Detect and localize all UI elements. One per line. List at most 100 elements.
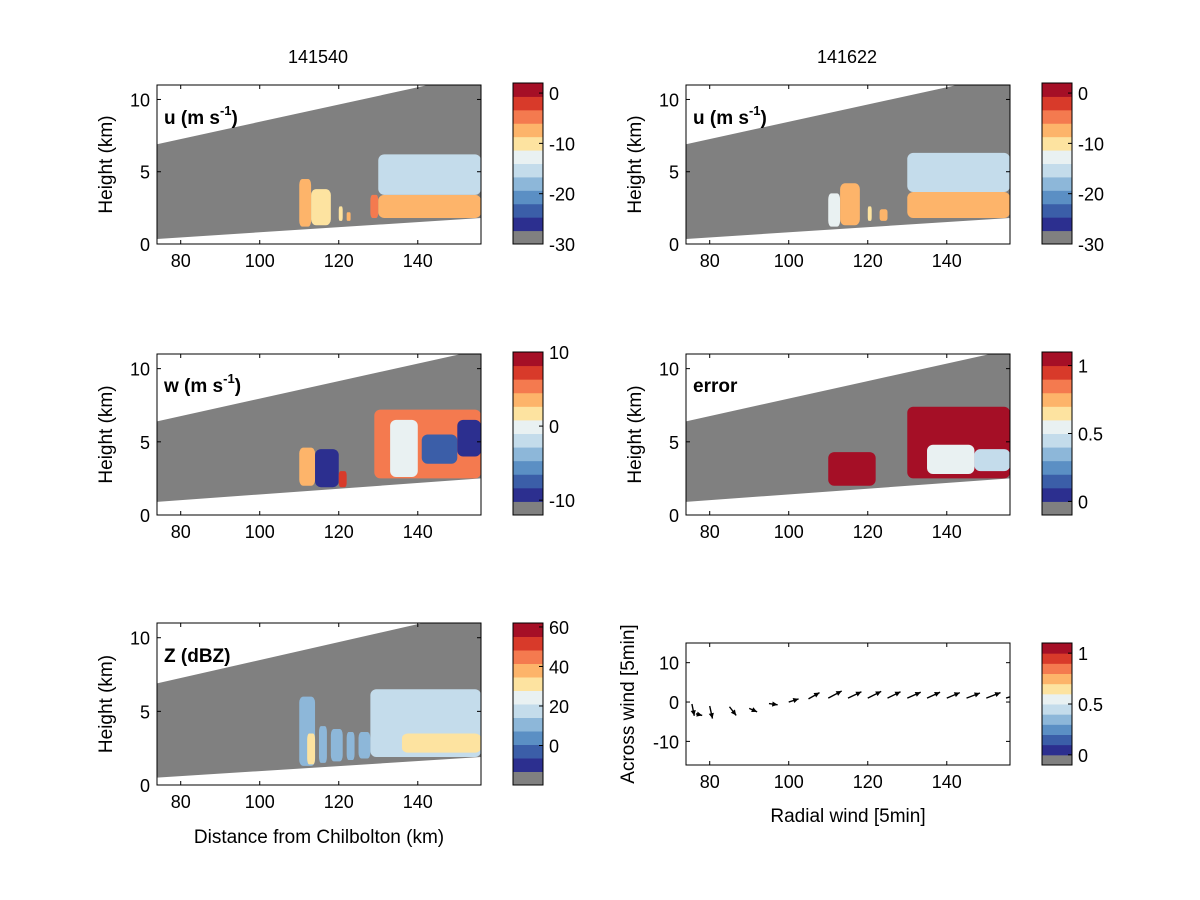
- panel-label: w (m s-1): [163, 371, 241, 397]
- y-tick-label: 0: [669, 693, 679, 713]
- colorbar-swatch-11: [513, 623, 543, 637]
- x-tick-label: 80: [700, 522, 720, 542]
- colorbar-swatch-4: [1042, 176, 1072, 191]
- echo-blob-0: [299, 178, 312, 227]
- colorbar-swatch-11: [1042, 352, 1072, 367]
- colorbar-swatch-2: [1042, 734, 1072, 746]
- y-tick-label: 10: [659, 654, 679, 674]
- colorbar-swatch-5: [513, 163, 543, 178]
- colorbar-swatch-3: [513, 460, 543, 475]
- colorbar-swatch-1: [1042, 487, 1072, 502]
- plot-area: [157, 623, 481, 778]
- colorbar-swatch-1: [513, 487, 543, 502]
- colorbar-swatch-7: [1042, 406, 1072, 421]
- x-tick-label: 100: [774, 772, 804, 792]
- colorbar-swatch-5: [1042, 704, 1072, 715]
- colorbar-swatch-2: [513, 203, 543, 218]
- x-tick-label: 80: [171, 251, 191, 271]
- x-tick-label: 120: [324, 251, 354, 271]
- colorbar-swatch-10: [1042, 96, 1072, 111]
- colorbar-swatch-1: [513, 217, 543, 232]
- echo-blob-6: [378, 154, 481, 195]
- colorbar-swatch-10: [513, 365, 543, 380]
- colorbar-frame: [512, 82, 544, 245]
- echo-blob-2: [927, 444, 975, 475]
- x-tick-label: 140: [932, 251, 962, 271]
- colorbar-tick-label: -30: [1078, 235, 1104, 255]
- colorbar-swatch-7: [513, 136, 543, 151]
- colorbar-swatch-1: [1042, 744, 1072, 756]
- plot-area: [686, 354, 1010, 502]
- colorbar-swatch-8: [513, 663, 543, 678]
- echo-blob-2: [338, 206, 343, 221]
- panel-label: u (m s-1): [693, 103, 767, 129]
- colorbar-tick-label: 0: [1078, 746, 1088, 766]
- colorbar-frame: [512, 351, 544, 516]
- y-tick-label: 0: [669, 506, 679, 526]
- y-tick-label: 5: [669, 163, 679, 183]
- y-axis-label: Height (km): [96, 385, 117, 483]
- x-tick-label: 100: [245, 792, 275, 812]
- colorbar-swatch-10: [1042, 365, 1072, 380]
- x-tick-label: 140: [403, 792, 433, 812]
- x-axis-label: Radial wind [5min]: [770, 806, 925, 827]
- colorbar-swatch-6: [513, 150, 543, 164]
- y-tick-label: 10: [130, 629, 150, 649]
- colorbar-swatch-0: [513, 230, 543, 245]
- echo-blob-4: [346, 731, 355, 760]
- colorbar-swatch-8: [1042, 673, 1072, 685]
- colorbar: 10.50: [1041, 351, 1103, 516]
- echo-blob-3: [346, 212, 351, 221]
- y-axis-label: Height (km): [625, 385, 646, 483]
- plot-area: [157, 354, 481, 502]
- y-tick-label: 5: [140, 702, 150, 722]
- colorbar-swatch-4: [513, 447, 543, 462]
- colorbar-swatch-5: [1042, 433, 1072, 448]
- y-tick-label: 0: [140, 506, 150, 526]
- colorbar-swatch-5: [513, 433, 543, 448]
- echo-blob-0: [299, 447, 316, 486]
- x-tick-label: 100: [245, 522, 275, 542]
- colorbar-swatch-11: [513, 352, 543, 367]
- wind-arrow-14: [946, 691, 961, 699]
- x-tick-label: 80: [171, 792, 191, 812]
- colorbar-swatch-4: [1042, 714, 1072, 725]
- colorbar-tick-label: 0: [1078, 492, 1088, 512]
- axes-frame: [156, 353, 482, 516]
- x-tick-label: 120: [853, 522, 883, 542]
- colorbar-swatch-4: [513, 717, 543, 732]
- colorbar-swatch-2: [1042, 474, 1072, 489]
- colorbar-swatch-6: [1042, 419, 1072, 434]
- colorbar-swatch-7: [1042, 683, 1072, 695]
- echo-blob-2: [867, 206, 872, 221]
- x-tick-label: 100: [774, 522, 804, 542]
- colorbar-swatch-7: [1042, 136, 1072, 151]
- echo-blob-4: [390, 419, 418, 477]
- colorbar-swatch-5: [513, 704, 543, 718]
- colorbar-swatch-2: [513, 474, 543, 489]
- colorbar-tick-label: 60: [549, 618, 569, 638]
- panel-u-141540: u (m s-1) 80 100 120 140 0 5 10 Height (km) 0 -10…: [96, 82, 575, 271]
- y-tick-label: 5: [669, 433, 679, 453]
- colorbar-swatch-3: [513, 190, 543, 205]
- x-tick-label: 120: [324, 792, 354, 812]
- echo-blob-4: [370, 194, 379, 218]
- echo-blob-5: [378, 194, 481, 218]
- colorbar-tick-label: -20: [1078, 185, 1104, 205]
- wind-arrow-6: [788, 698, 799, 704]
- colorbar-swatch-7: [513, 677, 543, 691]
- axes-frame: [156, 622, 482, 786]
- y-axis-label: Height (km): [625, 115, 646, 213]
- colorbar-swatch-9: [513, 650, 543, 664]
- colorbar-swatch-9: [1042, 109, 1072, 124]
- wind-arrow-5: [768, 701, 778, 707]
- y-tick-label: 0: [140, 776, 150, 796]
- colorbar-swatch-8: [513, 123, 543, 138]
- x-tick-label: 140: [403, 522, 433, 542]
- colorbar-swatch-6: [1042, 150, 1072, 164]
- echo-blob-5: [421, 434, 458, 464]
- colorbar-swatch-4: [513, 176, 543, 191]
